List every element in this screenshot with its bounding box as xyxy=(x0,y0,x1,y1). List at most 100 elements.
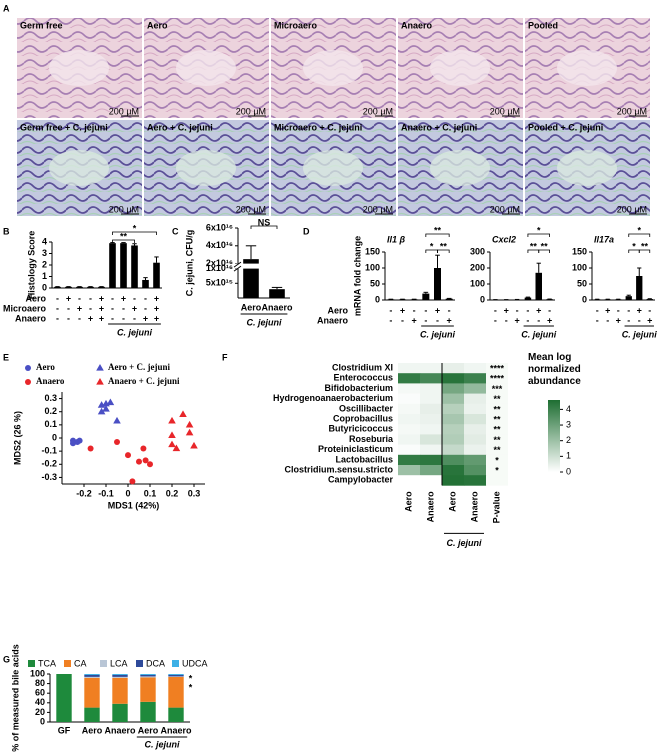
pvalue: *** xyxy=(492,384,503,394)
lumen xyxy=(303,150,363,186)
significance-bracket xyxy=(250,225,278,229)
bar-segment xyxy=(140,674,156,675)
legend-marker xyxy=(96,364,104,371)
scale-label: 200 µM xyxy=(363,204,393,214)
bar-segment xyxy=(140,677,156,702)
heatmap-cell xyxy=(442,434,465,445)
bar xyxy=(636,276,643,300)
significance-label: * xyxy=(133,223,137,233)
heatmap-cell xyxy=(464,373,487,384)
condition-sign: - xyxy=(389,315,392,325)
heatmap-cell xyxy=(464,363,487,374)
point xyxy=(168,431,176,438)
y-tick-label: 0 xyxy=(40,716,45,726)
bar-segment xyxy=(84,707,100,722)
heatmap-cell xyxy=(420,393,443,405)
point xyxy=(136,458,142,465)
image-label: Germ free xyxy=(20,20,63,30)
row-label: Campylobacter xyxy=(328,475,394,485)
row-label: Clostridium.sensu.stricto xyxy=(284,464,393,474)
pvalue-cell xyxy=(486,363,508,374)
image-label: Anaero xyxy=(401,20,433,30)
bar-segment xyxy=(56,674,72,722)
x-tick-label: 0.1 xyxy=(144,488,157,498)
heatmap-cell xyxy=(464,424,487,435)
point xyxy=(125,452,131,459)
lumen xyxy=(303,50,363,86)
condition-sign: + xyxy=(637,305,642,315)
legend-marker xyxy=(25,365,31,371)
condition-sign: + xyxy=(143,313,148,323)
heatmap-cell xyxy=(442,444,465,456)
bar-segment xyxy=(140,701,156,722)
bar xyxy=(131,245,138,288)
point xyxy=(70,440,76,447)
bar-segment xyxy=(84,677,100,708)
bar xyxy=(269,289,285,298)
condition-sign: + xyxy=(77,303,82,313)
break-mark xyxy=(233,261,242,268)
bar xyxy=(646,299,653,300)
pvalue: ** xyxy=(493,404,501,414)
heatmap-cell xyxy=(442,383,465,394)
condition-sign: - xyxy=(617,305,620,315)
y-tick-label: -0.3 xyxy=(41,472,57,482)
condition-sign: + xyxy=(547,315,552,325)
heatmap-cell xyxy=(420,454,443,466)
legend-swatch xyxy=(172,660,179,667)
condition-sign: - xyxy=(111,313,114,323)
condition-sign: - xyxy=(56,303,59,313)
legend-label: Aero xyxy=(36,362,55,372)
bar-segment xyxy=(112,674,128,677)
bar-segment xyxy=(84,674,100,675)
heatmap-cell xyxy=(420,383,443,394)
heatmap-cell xyxy=(464,434,487,445)
bar xyxy=(243,259,259,298)
y-tick-label: -0.1 xyxy=(41,446,57,456)
heatmap-cell xyxy=(442,475,465,486)
heatmap-cell xyxy=(442,393,465,405)
y-tick-label: 300 xyxy=(470,246,485,256)
row-label: Roseburia xyxy=(349,434,394,444)
y-tick-label: 0 xyxy=(42,282,47,292)
x-tick-label: -0.2 xyxy=(76,488,92,498)
heatmap-cell xyxy=(420,444,443,456)
bar-segment xyxy=(168,676,184,708)
point xyxy=(172,444,181,452)
condition-sign: - xyxy=(516,305,519,315)
break-mark xyxy=(233,265,242,272)
image-label: Pooled xyxy=(528,20,558,30)
heatmap-cell xyxy=(398,363,421,374)
scale-label: 200 µM xyxy=(490,204,520,214)
x-tick-label: 0 xyxy=(125,488,130,498)
pvalue: **** xyxy=(490,374,505,384)
y-tick-label: 60 xyxy=(35,688,45,698)
legend-marker xyxy=(96,378,104,385)
pvalue: **** xyxy=(490,363,505,373)
legend-label: DCA xyxy=(146,658,165,668)
legend-label: Anaero xyxy=(36,376,65,386)
legend-swatch xyxy=(136,660,143,667)
heatmap-cell xyxy=(442,465,465,476)
y-axis-label: MDS2 (26 %) xyxy=(12,411,22,465)
y-tick-label: 150 xyxy=(572,246,587,256)
pvalue-cell xyxy=(486,434,508,445)
significance-bracket xyxy=(628,233,651,237)
legend-label: Aero + C. jejuni xyxy=(108,362,170,372)
bar xyxy=(445,298,453,300)
legend-swatch xyxy=(100,660,107,667)
bar-segment xyxy=(112,703,128,722)
image-label: Pooled + C. jejuni xyxy=(528,122,603,132)
significance-bracket xyxy=(437,249,450,253)
bar-segment xyxy=(112,676,128,678)
legend-swatch xyxy=(64,660,71,667)
y-tick-label: 20 xyxy=(35,707,45,717)
scale-label: 200 µM xyxy=(363,106,393,116)
condition-sign: - xyxy=(56,313,59,323)
pvalue-cell xyxy=(486,424,508,435)
significance-label: * xyxy=(632,241,636,251)
row-label: Lactobacillus xyxy=(335,454,393,464)
bar-segment xyxy=(168,674,184,675)
x-tick-label: Aero xyxy=(241,302,262,312)
group-label: C. jejuni xyxy=(446,538,482,548)
